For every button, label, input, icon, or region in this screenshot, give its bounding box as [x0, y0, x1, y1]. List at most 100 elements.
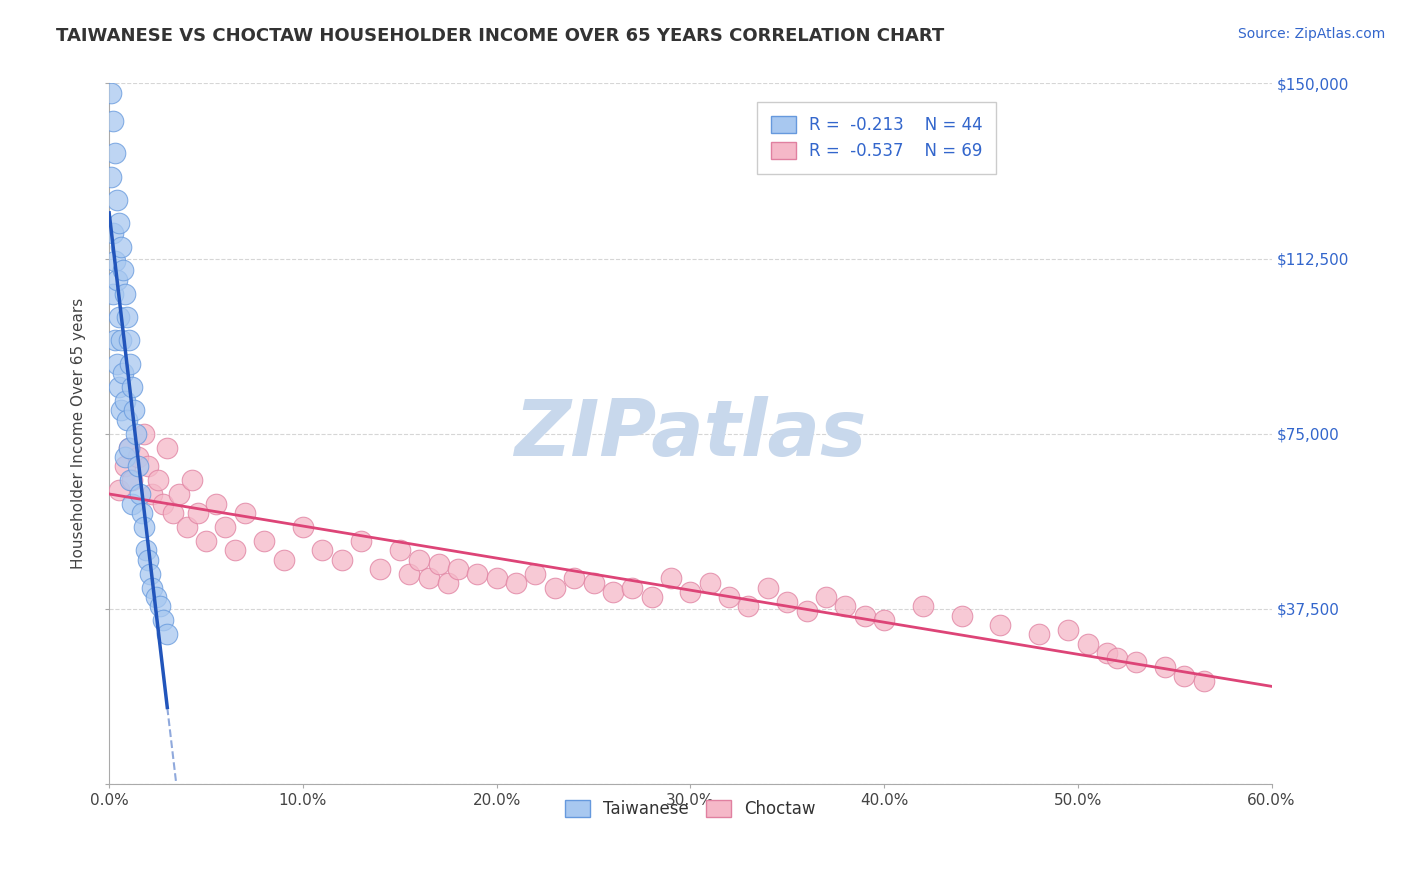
Point — [524, 566, 547, 581]
Point — [152, 497, 174, 511]
Point — [398, 566, 420, 581]
Point — [146, 473, 169, 487]
Point — [104, 333, 127, 347]
Point — [950, 608, 973, 623]
Point — [167, 487, 190, 501]
Point — [1076, 637, 1098, 651]
Point — [1105, 650, 1128, 665]
Point — [156, 627, 179, 641]
Point — [141, 581, 163, 595]
Point — [485, 571, 508, 585]
Point — [1192, 673, 1215, 688]
Point — [105, 193, 128, 207]
Point — [187, 506, 209, 520]
Point — [115, 310, 138, 324]
Point — [132, 426, 155, 441]
Point — [136, 552, 159, 566]
Point — [131, 506, 153, 520]
Point — [1125, 656, 1147, 670]
Point — [853, 608, 876, 623]
Point — [145, 590, 167, 604]
Point — [408, 552, 430, 566]
Y-axis label: Householder Income Over 65 years: Householder Income Over 65 years — [72, 298, 86, 569]
Point — [699, 576, 721, 591]
Point — [214, 520, 236, 534]
Point — [350, 533, 373, 548]
Point — [233, 506, 256, 520]
Point — [640, 590, 662, 604]
Point — [117, 333, 139, 347]
Point — [1057, 623, 1080, 637]
Legend: Taiwanese, Choctaw: Taiwanese, Choctaw — [558, 793, 823, 824]
Point — [465, 566, 488, 581]
Point — [204, 497, 226, 511]
Point — [111, 366, 134, 380]
Point — [873, 613, 896, 627]
Point — [114, 393, 136, 408]
Point — [105, 357, 128, 371]
Point — [108, 217, 131, 231]
Point — [679, 585, 702, 599]
Point — [111, 263, 134, 277]
Text: ZIPatlas: ZIPatlas — [515, 395, 866, 472]
Point — [104, 253, 127, 268]
Point — [110, 240, 132, 254]
Point — [120, 357, 142, 371]
Point — [114, 450, 136, 464]
Text: TAIWANESE VS CHOCTAW HOUSEHOLDER INCOME OVER 65 YEARS CORRELATION CHART: TAIWANESE VS CHOCTAW HOUSEHOLDER INCOME … — [56, 27, 945, 45]
Point — [105, 272, 128, 286]
Point — [121, 497, 143, 511]
Point — [562, 571, 585, 585]
Point — [427, 558, 450, 572]
Point — [100, 169, 122, 184]
Point — [291, 520, 314, 534]
Point — [125, 426, 148, 441]
Point — [195, 533, 218, 548]
Point — [127, 450, 149, 464]
Point — [101, 226, 124, 240]
Point — [834, 599, 856, 614]
Point — [129, 487, 152, 501]
Point — [814, 590, 837, 604]
Point — [418, 571, 440, 585]
Point — [110, 333, 132, 347]
Point — [911, 599, 934, 614]
Point — [156, 441, 179, 455]
Point — [135, 543, 157, 558]
Point — [136, 459, 159, 474]
Point — [602, 585, 624, 599]
Point — [176, 520, 198, 534]
Text: Source: ZipAtlas.com: Source: ZipAtlas.com — [1237, 27, 1385, 41]
Point — [330, 552, 353, 566]
Point — [162, 506, 184, 520]
Point — [139, 566, 162, 581]
Point — [718, 590, 741, 604]
Point — [796, 604, 818, 618]
Point — [370, 562, 392, 576]
Point — [988, 618, 1011, 632]
Point — [124, 403, 146, 417]
Point — [181, 473, 204, 487]
Point — [100, 86, 122, 100]
Point — [115, 412, 138, 426]
Point — [108, 310, 131, 324]
Point — [737, 599, 759, 614]
Point — [388, 543, 411, 558]
Point — [110, 403, 132, 417]
Point — [141, 487, 163, 501]
Point — [253, 533, 276, 548]
Point — [127, 459, 149, 474]
Point — [117, 441, 139, 455]
Point — [132, 520, 155, 534]
Point — [273, 552, 295, 566]
Point — [104, 146, 127, 161]
Point — [437, 576, 460, 591]
Point — [121, 380, 143, 394]
Point — [756, 581, 779, 595]
Point — [582, 576, 605, 591]
Point — [1173, 669, 1195, 683]
Point — [101, 286, 124, 301]
Point — [447, 562, 470, 576]
Point — [224, 543, 246, 558]
Point — [1095, 646, 1118, 660]
